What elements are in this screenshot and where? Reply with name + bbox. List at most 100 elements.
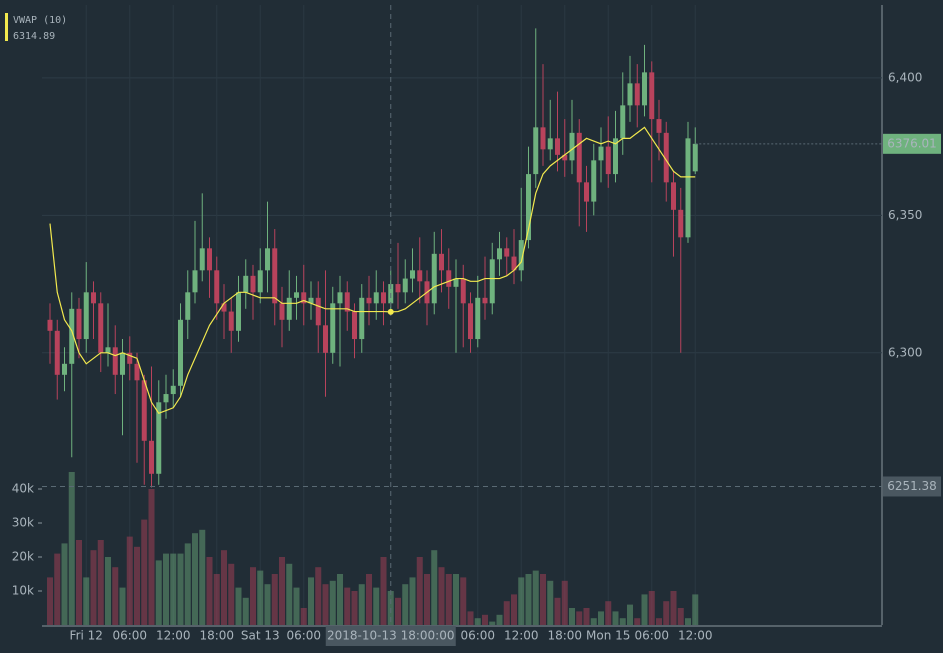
- volume-bar: [112, 567, 119, 625]
- volume-bar: [467, 611, 474, 625]
- volume-bar: [235, 587, 242, 625]
- candle-body: [214, 270, 220, 304]
- volume-bar: [482, 614, 488, 625]
- legend-swatch: [5, 13, 8, 41]
- volume-bar: [663, 601, 670, 625]
- volume-bar: [119, 587, 126, 625]
- volume-bar: [308, 577, 314, 625]
- volume-bar: [126, 536, 133, 625]
- candle-body: [105, 347, 111, 353]
- volume-bar: [460, 577, 467, 625]
- volume-bar: [47, 577, 53, 625]
- x-tick-label: Fri 12: [70, 629, 103, 643]
- volume-bar: [322, 584, 329, 625]
- candle-body: [562, 154, 568, 161]
- volume-bar: [489, 621, 496, 625]
- volume-bar: [474, 618, 481, 625]
- volume-bar: [242, 597, 249, 625]
- candle-body: [185, 292, 191, 320]
- candle-body: [294, 292, 299, 298]
- candle-body: [156, 402, 162, 474]
- volume-bar: [685, 618, 691, 625]
- candle-body: [671, 182, 676, 210]
- candle-body: [547, 138, 553, 150]
- candle-body: [134, 363, 140, 381]
- volume-bar: [496, 614, 503, 625]
- candle-body: [540, 127, 546, 150]
- x-tick-label: 12:00: [678, 629, 713, 643]
- volume-bar: [453, 574, 459, 625]
- candle-body: [402, 278, 408, 293]
- candle-body: [504, 248, 510, 257]
- volume-bar: [518, 577, 525, 625]
- candle-body: [98, 303, 104, 353]
- x-tick-label: Mon 15: [586, 629, 630, 643]
- last-price-label: 6376.01: [887, 136, 937, 150]
- candle-body: [272, 248, 278, 304]
- volume-bar: [590, 618, 597, 625]
- volume-bar: [228, 563, 235, 625]
- volume-bar: [83, 577, 90, 625]
- volume-bar: [250, 567, 256, 625]
- candle-body: [663, 132, 669, 183]
- volume-bar: [148, 489, 155, 625]
- candle-body: [555, 138, 560, 155]
- volume-bar: [221, 550, 227, 625]
- volume-bar: [61, 543, 68, 625]
- candle-body: [315, 297, 321, 326]
- candle-body: [330, 303, 336, 353]
- candle-body: [439, 253, 444, 271]
- volume-bar: [155, 560, 162, 625]
- candle-body: [642, 72, 647, 106]
- candle-body: [91, 292, 96, 304]
- volume-bar: [351, 591, 358, 625]
- candle-body: [236, 292, 241, 331]
- candle-body: [279, 303, 285, 320]
- volume-bar: [177, 553, 184, 625]
- volume-bar: [612, 611, 619, 625]
- candle-body: [112, 347, 118, 375]
- volume-bar: [619, 618, 626, 625]
- candle-body: [584, 182, 589, 202]
- x-tick-label: 12:00: [504, 629, 539, 643]
- candle-body: [250, 275, 256, 293]
- candle-body: [207, 248, 212, 271]
- candle-body: [366, 297, 372, 304]
- candle-body: [605, 146, 611, 175]
- candle-body: [482, 297, 488, 304]
- candle-body: [395, 284, 401, 293]
- volume-bar: [532, 570, 539, 625]
- candle-body: [410, 270, 415, 279]
- volume-bar: [525, 574, 532, 625]
- candle-body: [149, 440, 154, 474]
- volume-bar: [271, 574, 278, 625]
- volume-bar: [648, 591, 655, 625]
- volume-bar: [424, 574, 430, 625]
- x-tick-label: 18:00: [547, 629, 582, 643]
- candle-body: [526, 174, 531, 241]
- candle-body: [598, 146, 604, 161]
- volume-bar: [97, 540, 104, 625]
- candle-body: [497, 248, 502, 260]
- candle-body: [301, 292, 307, 304]
- volume-bar: [90, 550, 97, 625]
- candle-body: [344, 292, 350, 312]
- candle-body: [692, 143, 698, 172]
- volume-bar: [547, 580, 554, 625]
- volume-bar: [206, 557, 213, 625]
- overlay: 6251.38 2018-10-13 18:00:00 6376.01: [42, 5, 941, 646]
- volume-bar: [184, 543, 191, 625]
- candle-body: [620, 105, 626, 139]
- volume-tick-label: 30k: [12, 516, 34, 530]
- candle-body: [221, 303, 227, 312]
- volume-bar: [279, 557, 285, 625]
- volume-bar: [395, 597, 401, 625]
- candle-body: [569, 132, 575, 161]
- x-tick-label: 18:00: [199, 629, 234, 643]
- volume-bar: [199, 529, 206, 625]
- candle-body: [678, 209, 684, 238]
- volume-bar: [192, 533, 198, 625]
- volume-bar: [402, 584, 409, 625]
- volume-bar: [540, 574, 546, 625]
- volume-bar: [503, 601, 510, 625]
